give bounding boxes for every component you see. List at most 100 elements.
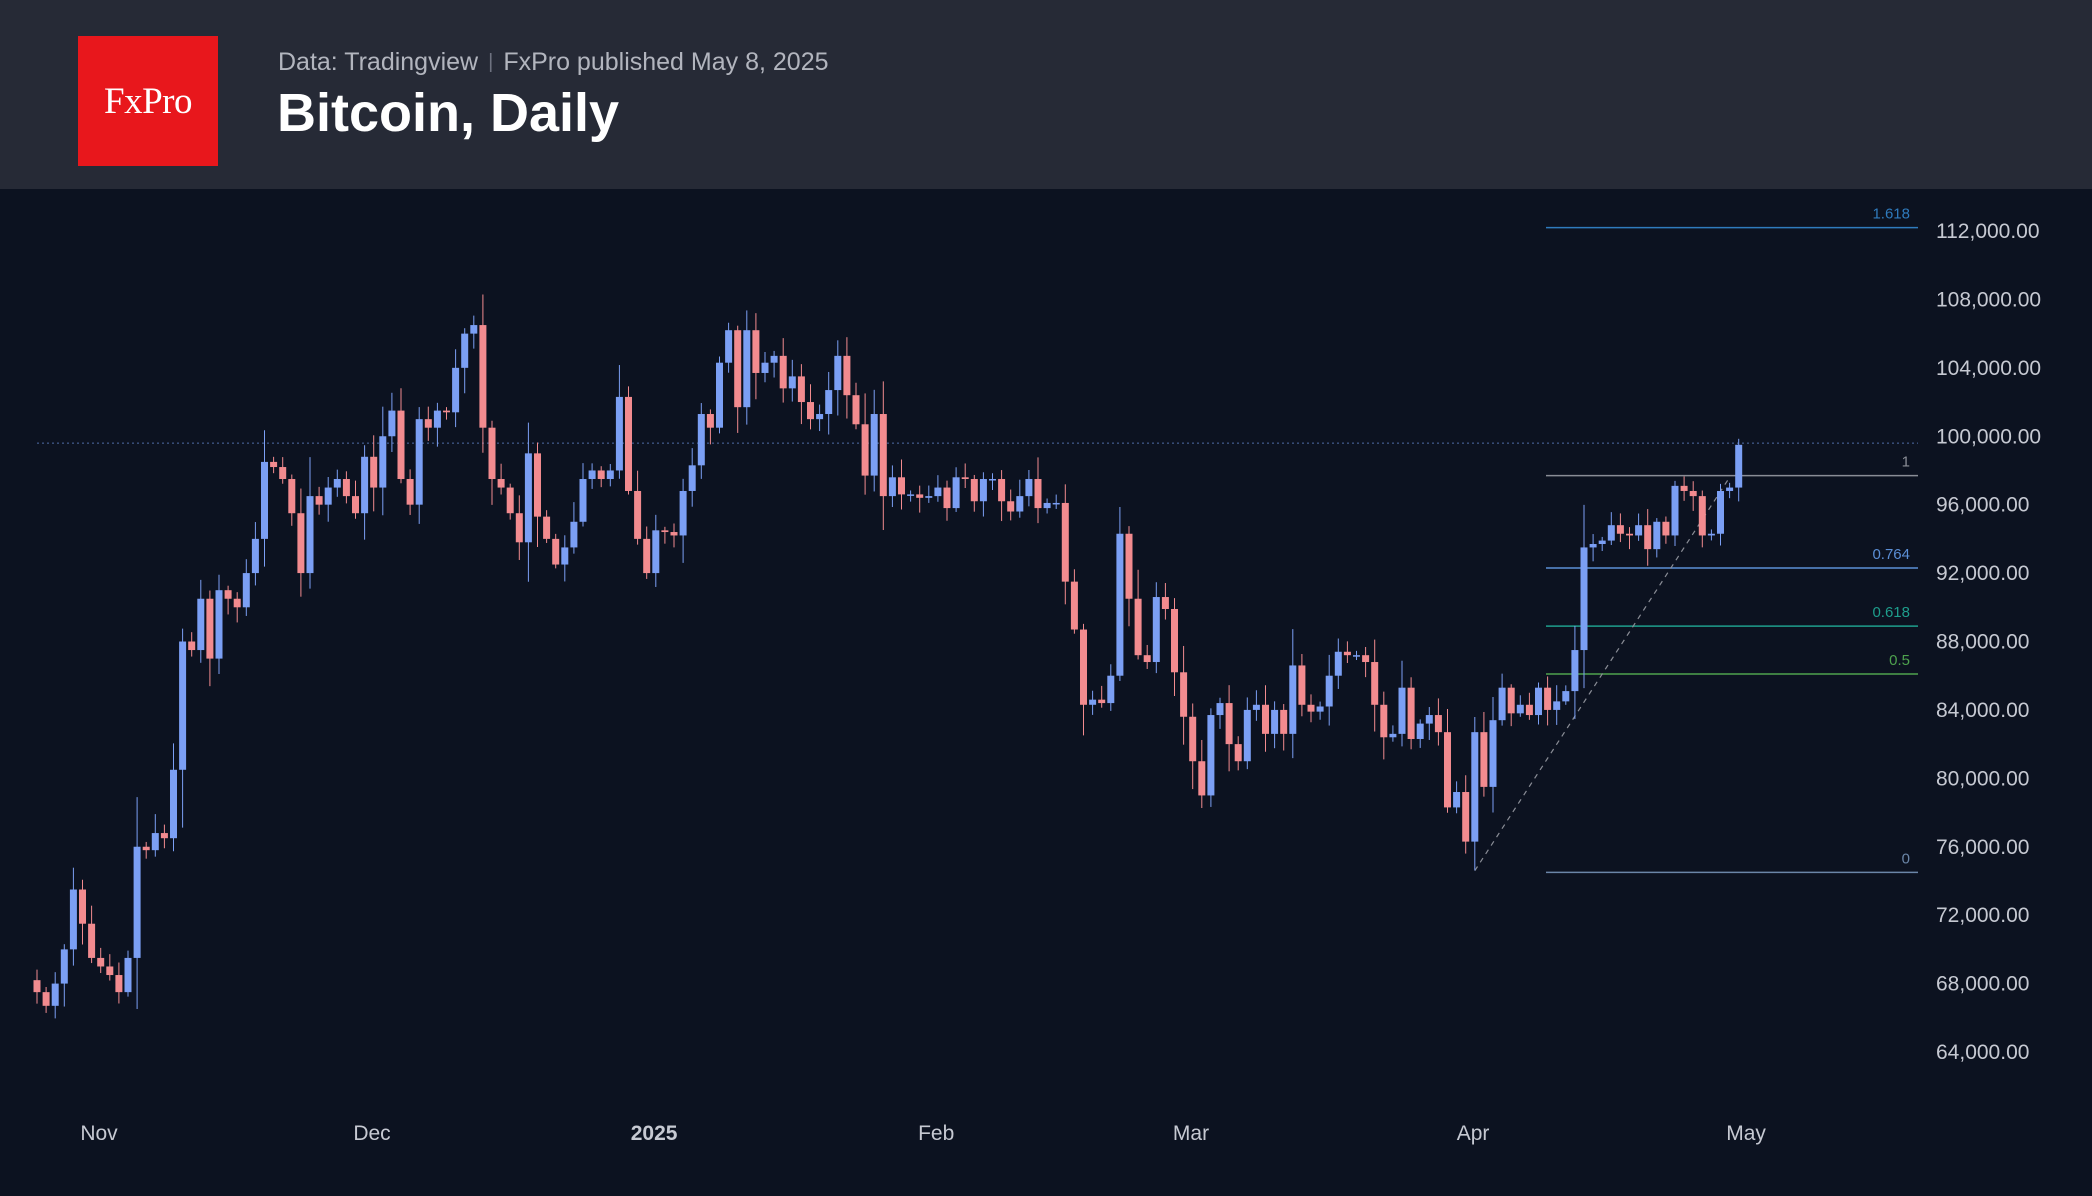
candle bbox=[242, 559, 250, 616]
candle-body bbox=[1034, 479, 1042, 509]
candle bbox=[452, 349, 460, 428]
candle bbox=[1671, 480, 1679, 546]
candle bbox=[625, 386, 632, 495]
candle-body bbox=[634, 490, 642, 539]
candle bbox=[1316, 701, 1324, 720]
candle-body bbox=[51, 983, 59, 1006]
candle-body bbox=[88, 923, 96, 958]
candle-body bbox=[197, 598, 205, 651]
candle-body bbox=[688, 465, 696, 491]
candle bbox=[215, 574, 223, 674]
candle-body bbox=[1444, 732, 1451, 808]
candle bbox=[761, 351, 769, 383]
candle-body bbox=[825, 390, 833, 415]
candle bbox=[1535, 682, 1542, 725]
candle-body bbox=[1353, 655, 1360, 657]
candle bbox=[69, 867, 77, 966]
candle bbox=[1143, 644, 1151, 669]
candle-body bbox=[979, 479, 987, 502]
candle bbox=[943, 480, 951, 521]
candle-body bbox=[424, 419, 432, 428]
candle bbox=[342, 471, 350, 504]
candle bbox=[1398, 660, 1406, 747]
candle bbox=[1098, 685, 1106, 708]
candle-body bbox=[1607, 525, 1615, 541]
fib-level-label: 0.618 bbox=[1872, 604, 1910, 621]
candle bbox=[333, 469, 341, 497]
y-tick-label: 112,000.00 bbox=[1936, 220, 2040, 243]
candle bbox=[1016, 479, 1024, 518]
x-tick-label: Dec bbox=[353, 1122, 390, 1145]
candle-body bbox=[1334, 651, 1342, 676]
candle-body bbox=[952, 477, 960, 509]
fib-trend-line bbox=[1474, 476, 1731, 872]
candle-body bbox=[752, 330, 760, 373]
candle-body bbox=[397, 410, 405, 480]
candle bbox=[1726, 482, 1734, 499]
candle-body bbox=[1280, 709, 1288, 734]
candle-body bbox=[1152, 597, 1160, 663]
candle bbox=[807, 384, 814, 430]
candle-body bbox=[270, 461, 278, 468]
candle bbox=[1180, 645, 1188, 745]
candle bbox=[306, 457, 314, 589]
published-text: FxPro published May 8, 2025 bbox=[503, 48, 829, 76]
y-tick-label: 80,000.00 bbox=[1936, 767, 2029, 790]
candle-body bbox=[1434, 715, 1442, 733]
candle-body bbox=[625, 396, 632, 491]
source-line: Data: Tradingview | FxPro published May 8,… bbox=[278, 48, 829, 77]
candle-body bbox=[1125, 533, 1133, 599]
candle bbox=[288, 474, 296, 526]
candle-body bbox=[1116, 533, 1124, 676]
candle bbox=[106, 954, 114, 981]
candle bbox=[925, 485, 933, 503]
x-tick-label: Nov bbox=[80, 1122, 118, 1145]
candle bbox=[1271, 701, 1279, 749]
candle bbox=[1343, 641, 1351, 664]
candle-body bbox=[679, 490, 687, 536]
candle-body bbox=[870, 414, 878, 476]
candle-body bbox=[406, 479, 414, 505]
candle-body bbox=[1416, 723, 1424, 739]
candle bbox=[206, 590, 214, 687]
candle bbox=[97, 947, 105, 974]
candle-body bbox=[615, 396, 623, 471]
candle-body bbox=[124, 957, 132, 993]
candle-body bbox=[306, 496, 314, 574]
candle bbox=[1607, 512, 1615, 545]
candle-body bbox=[215, 590, 223, 659]
candle bbox=[124, 950, 132, 997]
candle-body bbox=[388, 410, 396, 437]
candle bbox=[197, 579, 205, 663]
candle bbox=[916, 485, 924, 513]
candle bbox=[870, 389, 878, 492]
candle-body bbox=[1598, 540, 1606, 545]
candle bbox=[1480, 711, 1488, 797]
candle bbox=[1380, 691, 1388, 760]
candle-body bbox=[242, 573, 250, 608]
candle bbox=[1371, 639, 1379, 732]
candle bbox=[188, 632, 196, 657]
candlestick-chart: 1.618 1 0.764 0.618 0.5 0 64,000.00 68,000.00 72… bbox=[33, 206, 2041, 1145]
candle-body bbox=[861, 424, 869, 476]
candle-body bbox=[1616, 525, 1624, 534]
candle-body bbox=[170, 769, 177, 839]
candle-body bbox=[133, 846, 141, 958]
candle-body bbox=[1635, 525, 1643, 536]
candle bbox=[989, 473, 996, 491]
candle-body bbox=[1626, 533, 1633, 536]
y-tick-label: 84,000.00 bbox=[1936, 699, 2029, 722]
data-source-text: Data: Tradingview bbox=[278, 48, 479, 76]
candle-body bbox=[834, 355, 842, 391]
candle bbox=[652, 514, 660, 587]
candle bbox=[643, 526, 651, 579]
candle bbox=[1425, 707, 1433, 740]
candle bbox=[424, 406, 432, 441]
candle bbox=[1307, 694, 1315, 723]
candle-body bbox=[1489, 720, 1497, 787]
candle bbox=[588, 463, 596, 489]
candle bbox=[697, 403, 705, 479]
candle bbox=[561, 535, 569, 582]
candle bbox=[861, 393, 869, 495]
candle-body bbox=[160, 833, 168, 839]
